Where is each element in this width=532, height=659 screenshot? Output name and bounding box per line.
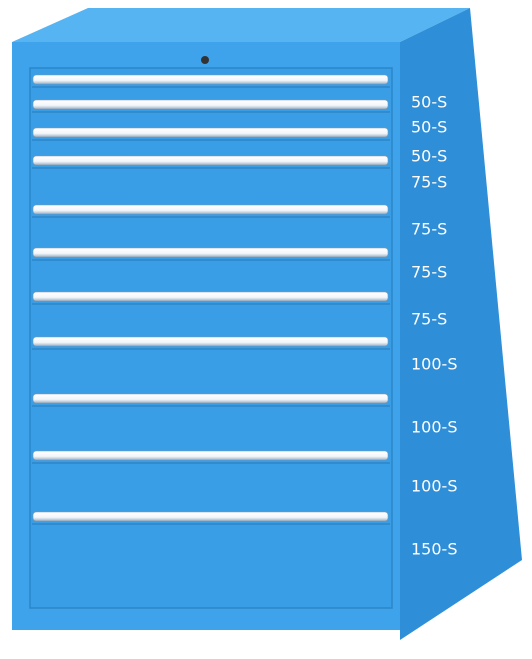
drawers xyxy=(32,74,390,525)
drawer-label: 50-S xyxy=(411,118,447,137)
drawer-handle xyxy=(32,247,389,258)
drawer-handle xyxy=(32,291,389,302)
drawer-handle xyxy=(32,336,389,347)
drawer-handle xyxy=(32,511,389,522)
drawer-label: 75-S xyxy=(411,310,447,329)
drawer-label: 100-S xyxy=(411,477,457,496)
drawer-handle xyxy=(32,99,389,110)
drawer-handle xyxy=(32,450,389,461)
drawer-label: 75-S xyxy=(411,263,447,282)
cabinet-side xyxy=(400,8,522,640)
drawer-label: 50-S xyxy=(411,147,447,166)
drawer-handle xyxy=(32,127,389,138)
drawer-label: 50-S xyxy=(411,93,447,112)
drawer-label: 75-S xyxy=(411,220,447,239)
drawer-label: 100-S xyxy=(411,418,457,437)
drawer-label: 150-S xyxy=(411,540,457,559)
drawer-handle xyxy=(32,155,389,166)
labels: 50-S 50-S 50-S 75-S 75-S 75-S 75-S 100-S 100-S 10… xyxy=(411,93,457,559)
lock xyxy=(201,56,209,64)
drawer-handle xyxy=(32,74,389,85)
drawer-handle xyxy=(32,393,389,404)
drawer-handle xyxy=(32,204,389,215)
drawer-label: 75-S xyxy=(411,173,447,192)
cabinet-top xyxy=(12,8,470,42)
drawer-label: 100-S xyxy=(411,355,457,374)
